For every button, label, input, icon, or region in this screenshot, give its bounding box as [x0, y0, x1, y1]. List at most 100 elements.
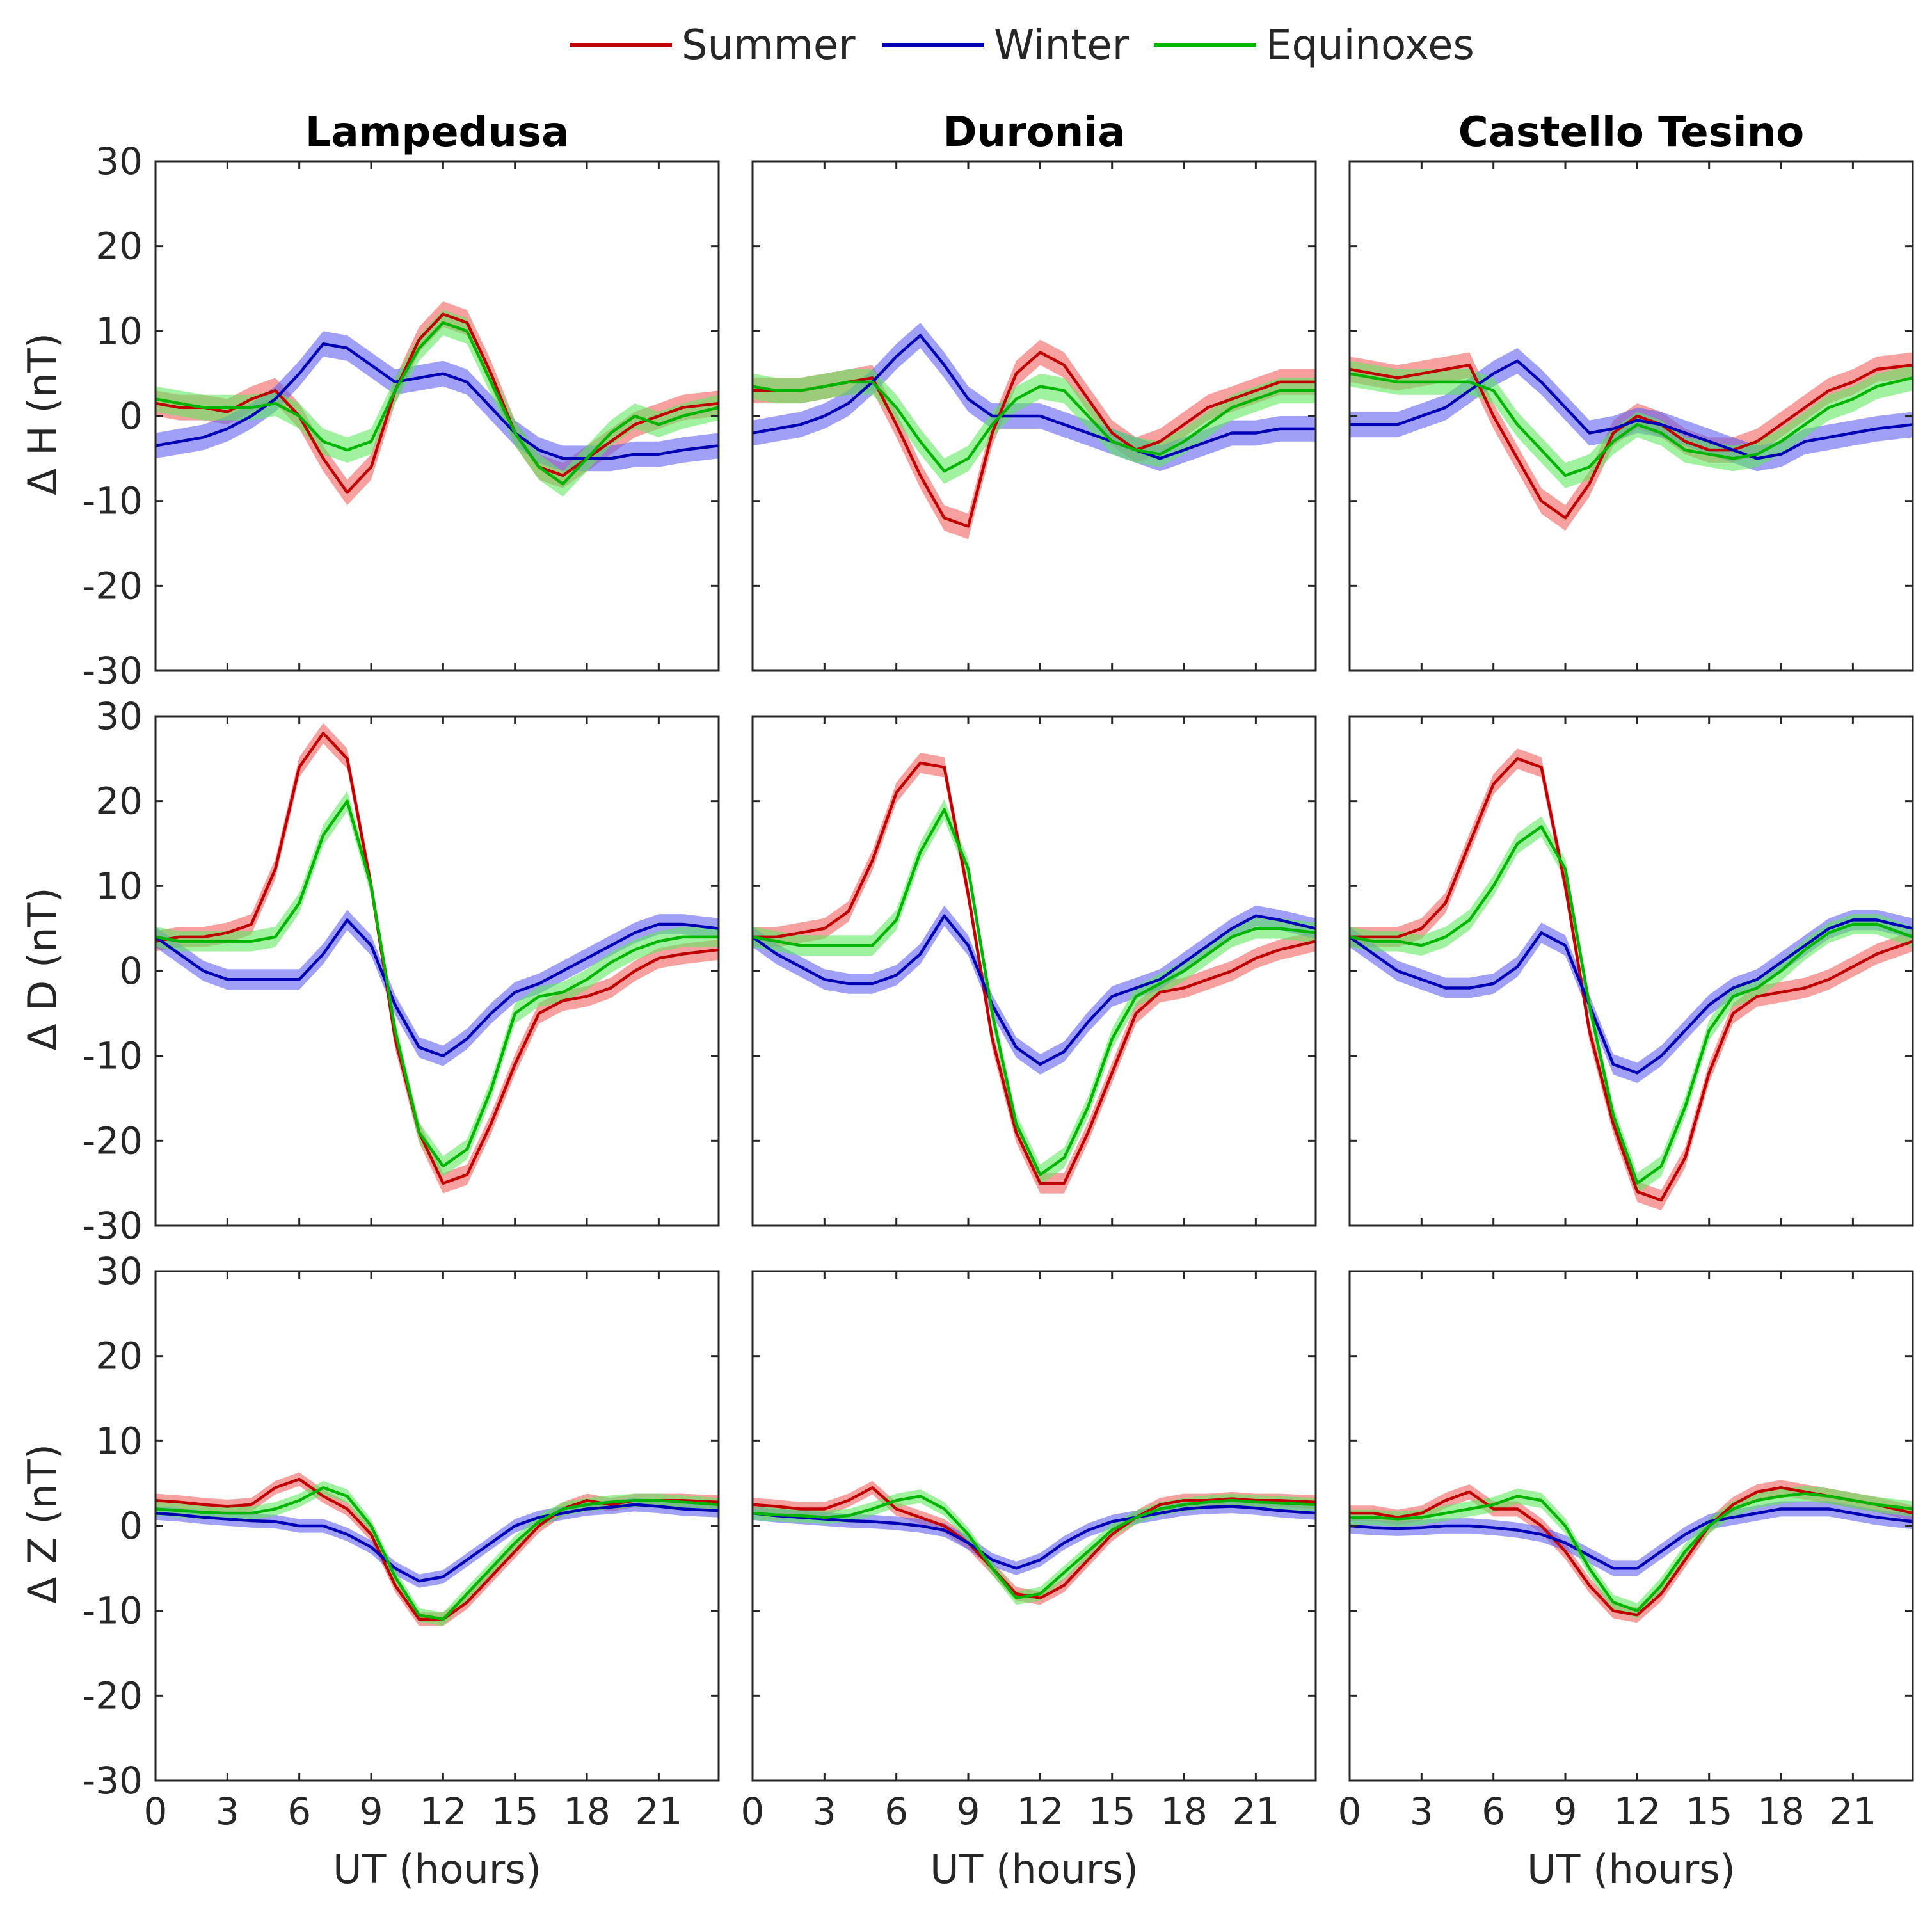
x-tick-label: 18 — [563, 1790, 611, 1833]
series-line-equinoxes — [156, 321, 719, 486]
y-tick-label: 0 — [119, 949, 143, 993]
y-tick-label: 30 — [95, 140, 143, 183]
band-equinoxes — [156, 1480, 719, 1626]
y-tick-label: -30 — [82, 1204, 143, 1247]
y-tick-label: -10 — [82, 479, 143, 523]
y-tick-label: -10 — [82, 1034, 143, 1078]
band-equinoxes — [1350, 1486, 1913, 1619]
legend-equinoxes-label: Equinoxes — [1266, 22, 1474, 69]
x-tick-label: 21 — [1829, 1790, 1876, 1833]
x-tick-label: 21 — [635, 1790, 682, 1833]
panel-0: -30 -20 -10 0 10 20 30 — [82, 140, 720, 693]
y-tick-label: -30 — [82, 649, 143, 693]
x-tick-label: 12 — [419, 1790, 467, 1833]
x-tick-label: 9 — [1554, 1790, 1577, 1833]
panel-2 — [1348, 160, 1914, 672]
y-tick-label: -20 — [82, 1674, 143, 1717]
plot-series-group — [1350, 1480, 1913, 1623]
series-line-equinoxes — [156, 1486, 719, 1621]
plot-series-group — [753, 1480, 1316, 1605]
series-line-winter — [156, 342, 719, 460]
panel-7: 0 3 6 9 12 15 18 21 — [741, 1270, 1317, 1833]
y-tick-label: -20 — [82, 564, 143, 607]
x-tick-label: 9 — [957, 1790, 980, 1833]
y-tick-label: -20 — [82, 1119, 143, 1162]
x-tick-label: 3 — [1410, 1790, 1433, 1833]
panel-1 — [751, 160, 1317, 672]
band-summer — [1350, 748, 1913, 1211]
plot-series-group — [156, 301, 719, 506]
x-tick-label: 12 — [1613, 1790, 1661, 1833]
series-line-equinoxes — [753, 1495, 1316, 1600]
x-tick-label: 6 — [1481, 1790, 1505, 1833]
series-line-summer — [156, 732, 719, 1185]
plot-series-group — [753, 753, 1316, 1194]
y-tick-label: -10 — [82, 1589, 143, 1633]
panel-title-lampedusa: Lampedusa — [305, 109, 570, 156]
plot-series-group — [156, 1472, 719, 1626]
panel-4 — [751, 715, 1317, 1227]
x-tick-label: 18 — [1160, 1790, 1208, 1833]
series-line-equinoxes — [1350, 372, 1913, 477]
series-line-winter — [1350, 918, 1913, 1075]
panel-title-duronia: Duronia — [943, 109, 1126, 156]
series-line-winter — [753, 1505, 1316, 1570]
series-line-winter — [156, 918, 719, 1057]
band-summer — [753, 753, 1316, 1194]
ylabel-delta-z: Δ Z (nT) — [19, 1444, 66, 1604]
x-tick-label: 9 — [360, 1790, 383, 1833]
series-line-summer — [753, 761, 1316, 1185]
series-line-winter — [753, 914, 1316, 1066]
plot-area — [1350, 716, 1913, 1226]
legend-winter-label: Winter — [994, 22, 1130, 69]
xlabel-lampedusa: UT (hours) — [333, 1846, 541, 1893]
x-tick-label: 18 — [1757, 1790, 1805, 1833]
x-tick-label: 0 — [1338, 1790, 1362, 1833]
series-line-equinoxes — [156, 799, 719, 1168]
series-line-equinoxes — [753, 808, 1316, 1176]
y-tick-label: 10 — [95, 864, 143, 908]
series-line-summer — [156, 1477, 719, 1621]
series-line-winter — [156, 1503, 719, 1583]
x-tick-label: 15 — [1686, 1790, 1733, 1833]
x-tick-label: 6 — [287, 1790, 311, 1833]
y-tick-label: 10 — [95, 309, 143, 353]
panel-6: 0 3 6 9 12 15 18 21 -30 -20 -10 0 10 20 30 — [82, 1249, 720, 1833]
x-tick-label: 12 — [1016, 1790, 1064, 1833]
band-winter — [156, 331, 719, 472]
series-line-winter — [753, 333, 1316, 460]
panel-title-castello-tesino: Castello Tesino — [1458, 109, 1805, 156]
series-line-summer — [1350, 757, 1913, 1202]
legend-summer-label: Summer — [682, 22, 856, 69]
xlabel-duronia: UT (hours) — [930, 1846, 1138, 1893]
y-tick-label: 20 — [95, 1335, 143, 1378]
y-tick-label: 20 — [95, 780, 143, 823]
y-tick-label: 20 — [95, 225, 143, 268]
plot-series-group — [1350, 748, 1913, 1211]
y-tick-label: 30 — [95, 694, 143, 738]
series-line-equinoxes — [1350, 825, 1913, 1185]
x-tick-label: 3 — [216, 1790, 239, 1833]
plot-series-group — [753, 323, 1316, 540]
panel-3: -30 -20 -10 0 10 20 30 — [82, 694, 720, 1247]
x-tick-label: 21 — [1232, 1790, 1279, 1833]
panel-8: 0 3 6 9 12 15 18 21 — [1338, 1270, 1914, 1833]
panel-5 — [1348, 715, 1914, 1227]
band-winter — [1350, 1501, 1913, 1576]
series-line-summer — [156, 312, 719, 494]
x-tick-label: 15 — [1089, 1790, 1136, 1833]
band-summer — [753, 1480, 1316, 1605]
series-line-winter — [1350, 359, 1913, 460]
legend: Summer Winter Equinoxes — [570, 22, 1474, 69]
plot-series-group — [1350, 348, 1913, 531]
y-tick-label: -30 — [82, 1759, 143, 1802]
ylabel-delta-h: Δ H (nT) — [19, 333, 66, 495]
band-equinoxes — [753, 369, 1316, 485]
plot-series-group — [156, 723, 719, 1194]
y-tick-label: 0 — [119, 1504, 143, 1548]
band-winter — [156, 1498, 719, 1588]
series-line-equinoxes — [753, 380, 1316, 473]
x-tick-label: 15 — [491, 1790, 539, 1833]
